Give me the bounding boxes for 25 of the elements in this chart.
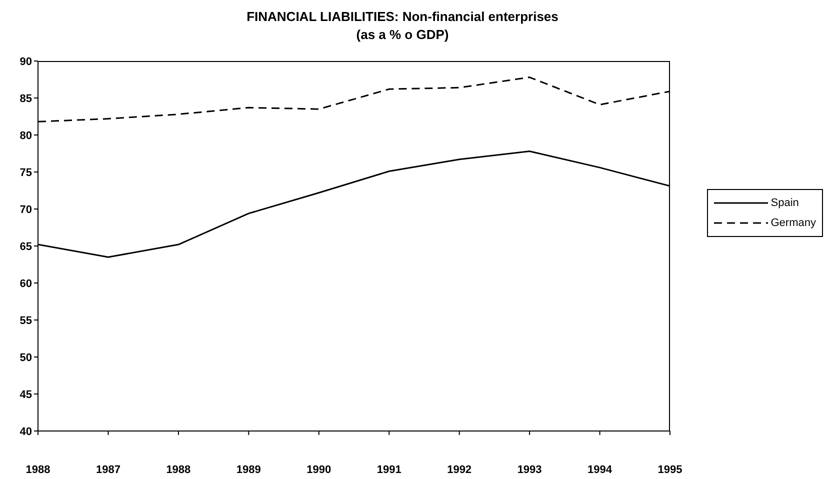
x-tick-label: 1988 [166, 464, 191, 476]
x-tick-label: 1990 [306, 464, 332, 476]
y-tick-label: 70 [20, 204, 32, 216]
legend-label: Spain [770, 196, 799, 211]
legend-label: Germany [770, 216, 816, 231]
x-tick-label: 1994 [588, 464, 613, 476]
y-tick-label: 85 [20, 92, 32, 105]
x-tick-label: 1995 [658, 464, 682, 476]
y-tick-label: 75 [20, 166, 32, 179]
x-tick-label: 1988 [26, 464, 50, 476]
y-tick-label: 45 [20, 388, 32, 401]
y-tick-label: 60 [20, 278, 32, 290]
x-tick-label: 1989 [236, 464, 261, 476]
x-tick-label: 1987 [96, 464, 120, 476]
x-tick-label: 1993 [517, 464, 542, 476]
y-tick-label: 50 [20, 352, 32, 364]
x-tick-label: 1991 [376, 464, 402, 476]
y-tick-label: 40 [20, 426, 32, 438]
y-tick-label: 80 [20, 130, 32, 142]
y-tick-label: 65 [20, 240, 32, 253]
y-tick-label: 55 [20, 314, 32, 327]
y-tick-label: 90 [20, 56, 32, 68]
x-tick-label: 1992 [447, 464, 472, 476]
chart-subtitle: (as a % o GDP) [355, 26, 450, 44]
chart-title: FINANCIAL LIABILITIES: Non-financial enterprises [246, 8, 560, 26]
